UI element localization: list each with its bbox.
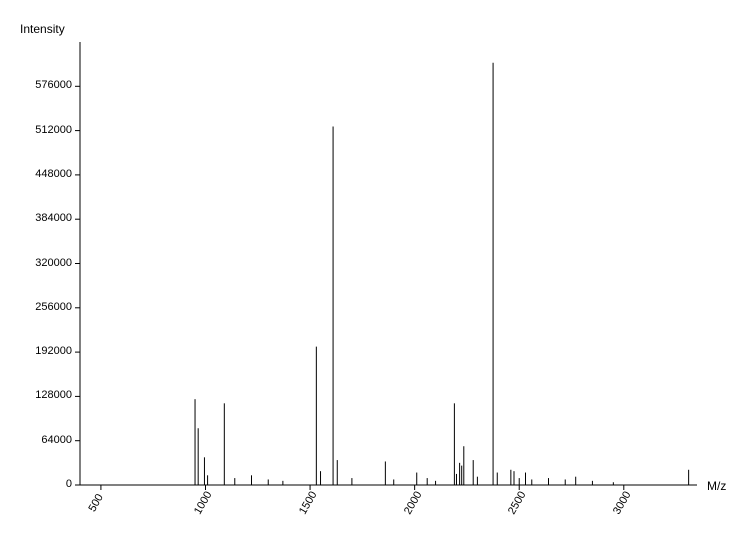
y-tick-label: 192000	[35, 345, 72, 357]
y-tick-label: 256000	[35, 301, 72, 313]
y-tick-label: 0	[66, 478, 72, 490]
y-tick-label: 448000	[35, 168, 72, 180]
chart-svg	[0, 0, 750, 540]
mass-spectrum-chart: Intensity M/z 0 64000 128000 192000 256000 32…	[0, 0, 750, 540]
x-axis-label: M/z	[707, 479, 726, 493]
y-tick-label: 64000	[41, 434, 72, 446]
y-axis-label: Intensity	[20, 22, 65, 36]
y-tick-label: 128000	[35, 389, 72, 401]
y-tick-label: 320000	[35, 257, 72, 269]
y-tick-label: 576000	[35, 79, 72, 91]
y-tick-label: 512000	[35, 124, 72, 136]
y-tick-label: 384000	[35, 212, 72, 224]
